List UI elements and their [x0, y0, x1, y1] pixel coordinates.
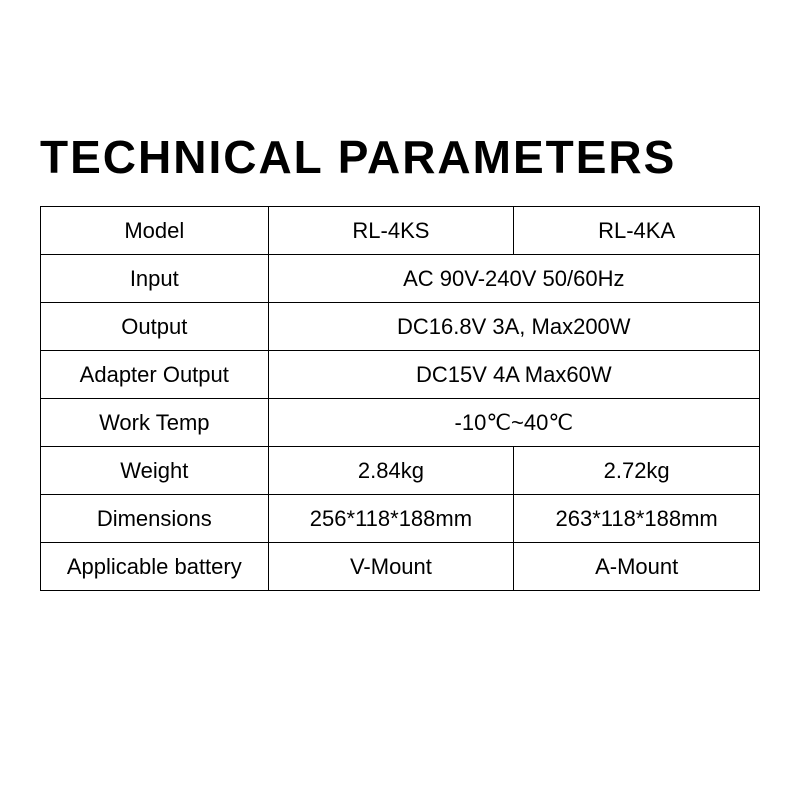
- row-value-1: 2.84kg: [268, 447, 514, 495]
- table-row: Applicable battery V-Mount A-Mount: [41, 543, 760, 591]
- spec-table-body: Model RL-4KS RL-4KA Input AC 90V-240V 50…: [41, 207, 760, 591]
- row-value-merged: DC16.8V 3A, Max200W: [268, 303, 759, 351]
- row-value-merged: AC 90V-240V 50/60Hz: [268, 255, 759, 303]
- row-value-merged: DC15V 4A Max60W: [268, 351, 759, 399]
- row-value-1: V-Mount: [268, 543, 514, 591]
- row-label: Output: [41, 303, 269, 351]
- row-label: Applicable battery: [41, 543, 269, 591]
- row-label: Adapter Output: [41, 351, 269, 399]
- row-label: Weight: [41, 447, 269, 495]
- spec-table: Model RL-4KS RL-4KA Input AC 90V-240V 50…: [40, 206, 760, 591]
- row-value-2: 2.72kg: [514, 447, 760, 495]
- table-row: Work Temp -10℃~40℃: [41, 399, 760, 447]
- row-value-1: RL-4KS: [268, 207, 514, 255]
- table-row: Adapter Output DC15V 4A Max60W: [41, 351, 760, 399]
- table-row: Output DC16.8V 3A, Max200W: [41, 303, 760, 351]
- table-row: Model RL-4KS RL-4KA: [41, 207, 760, 255]
- page-title: TECHNICAL PARAMETERS: [0, 130, 676, 184]
- row-label: Work Temp: [41, 399, 269, 447]
- table-row: Weight 2.84kg 2.72kg: [41, 447, 760, 495]
- row-value-2: 263*118*188mm: [514, 495, 760, 543]
- table-row: Dimensions 256*118*188mm 263*118*188mm: [41, 495, 760, 543]
- row-value-2: RL-4KA: [514, 207, 760, 255]
- table-row: Input AC 90V-240V 50/60Hz: [41, 255, 760, 303]
- row-label: Model: [41, 207, 269, 255]
- row-value-merged: -10℃~40℃: [268, 399, 759, 447]
- row-value-2: A-Mount: [514, 543, 760, 591]
- row-value-1: 256*118*188mm: [268, 495, 514, 543]
- row-label: Dimensions: [41, 495, 269, 543]
- row-label: Input: [41, 255, 269, 303]
